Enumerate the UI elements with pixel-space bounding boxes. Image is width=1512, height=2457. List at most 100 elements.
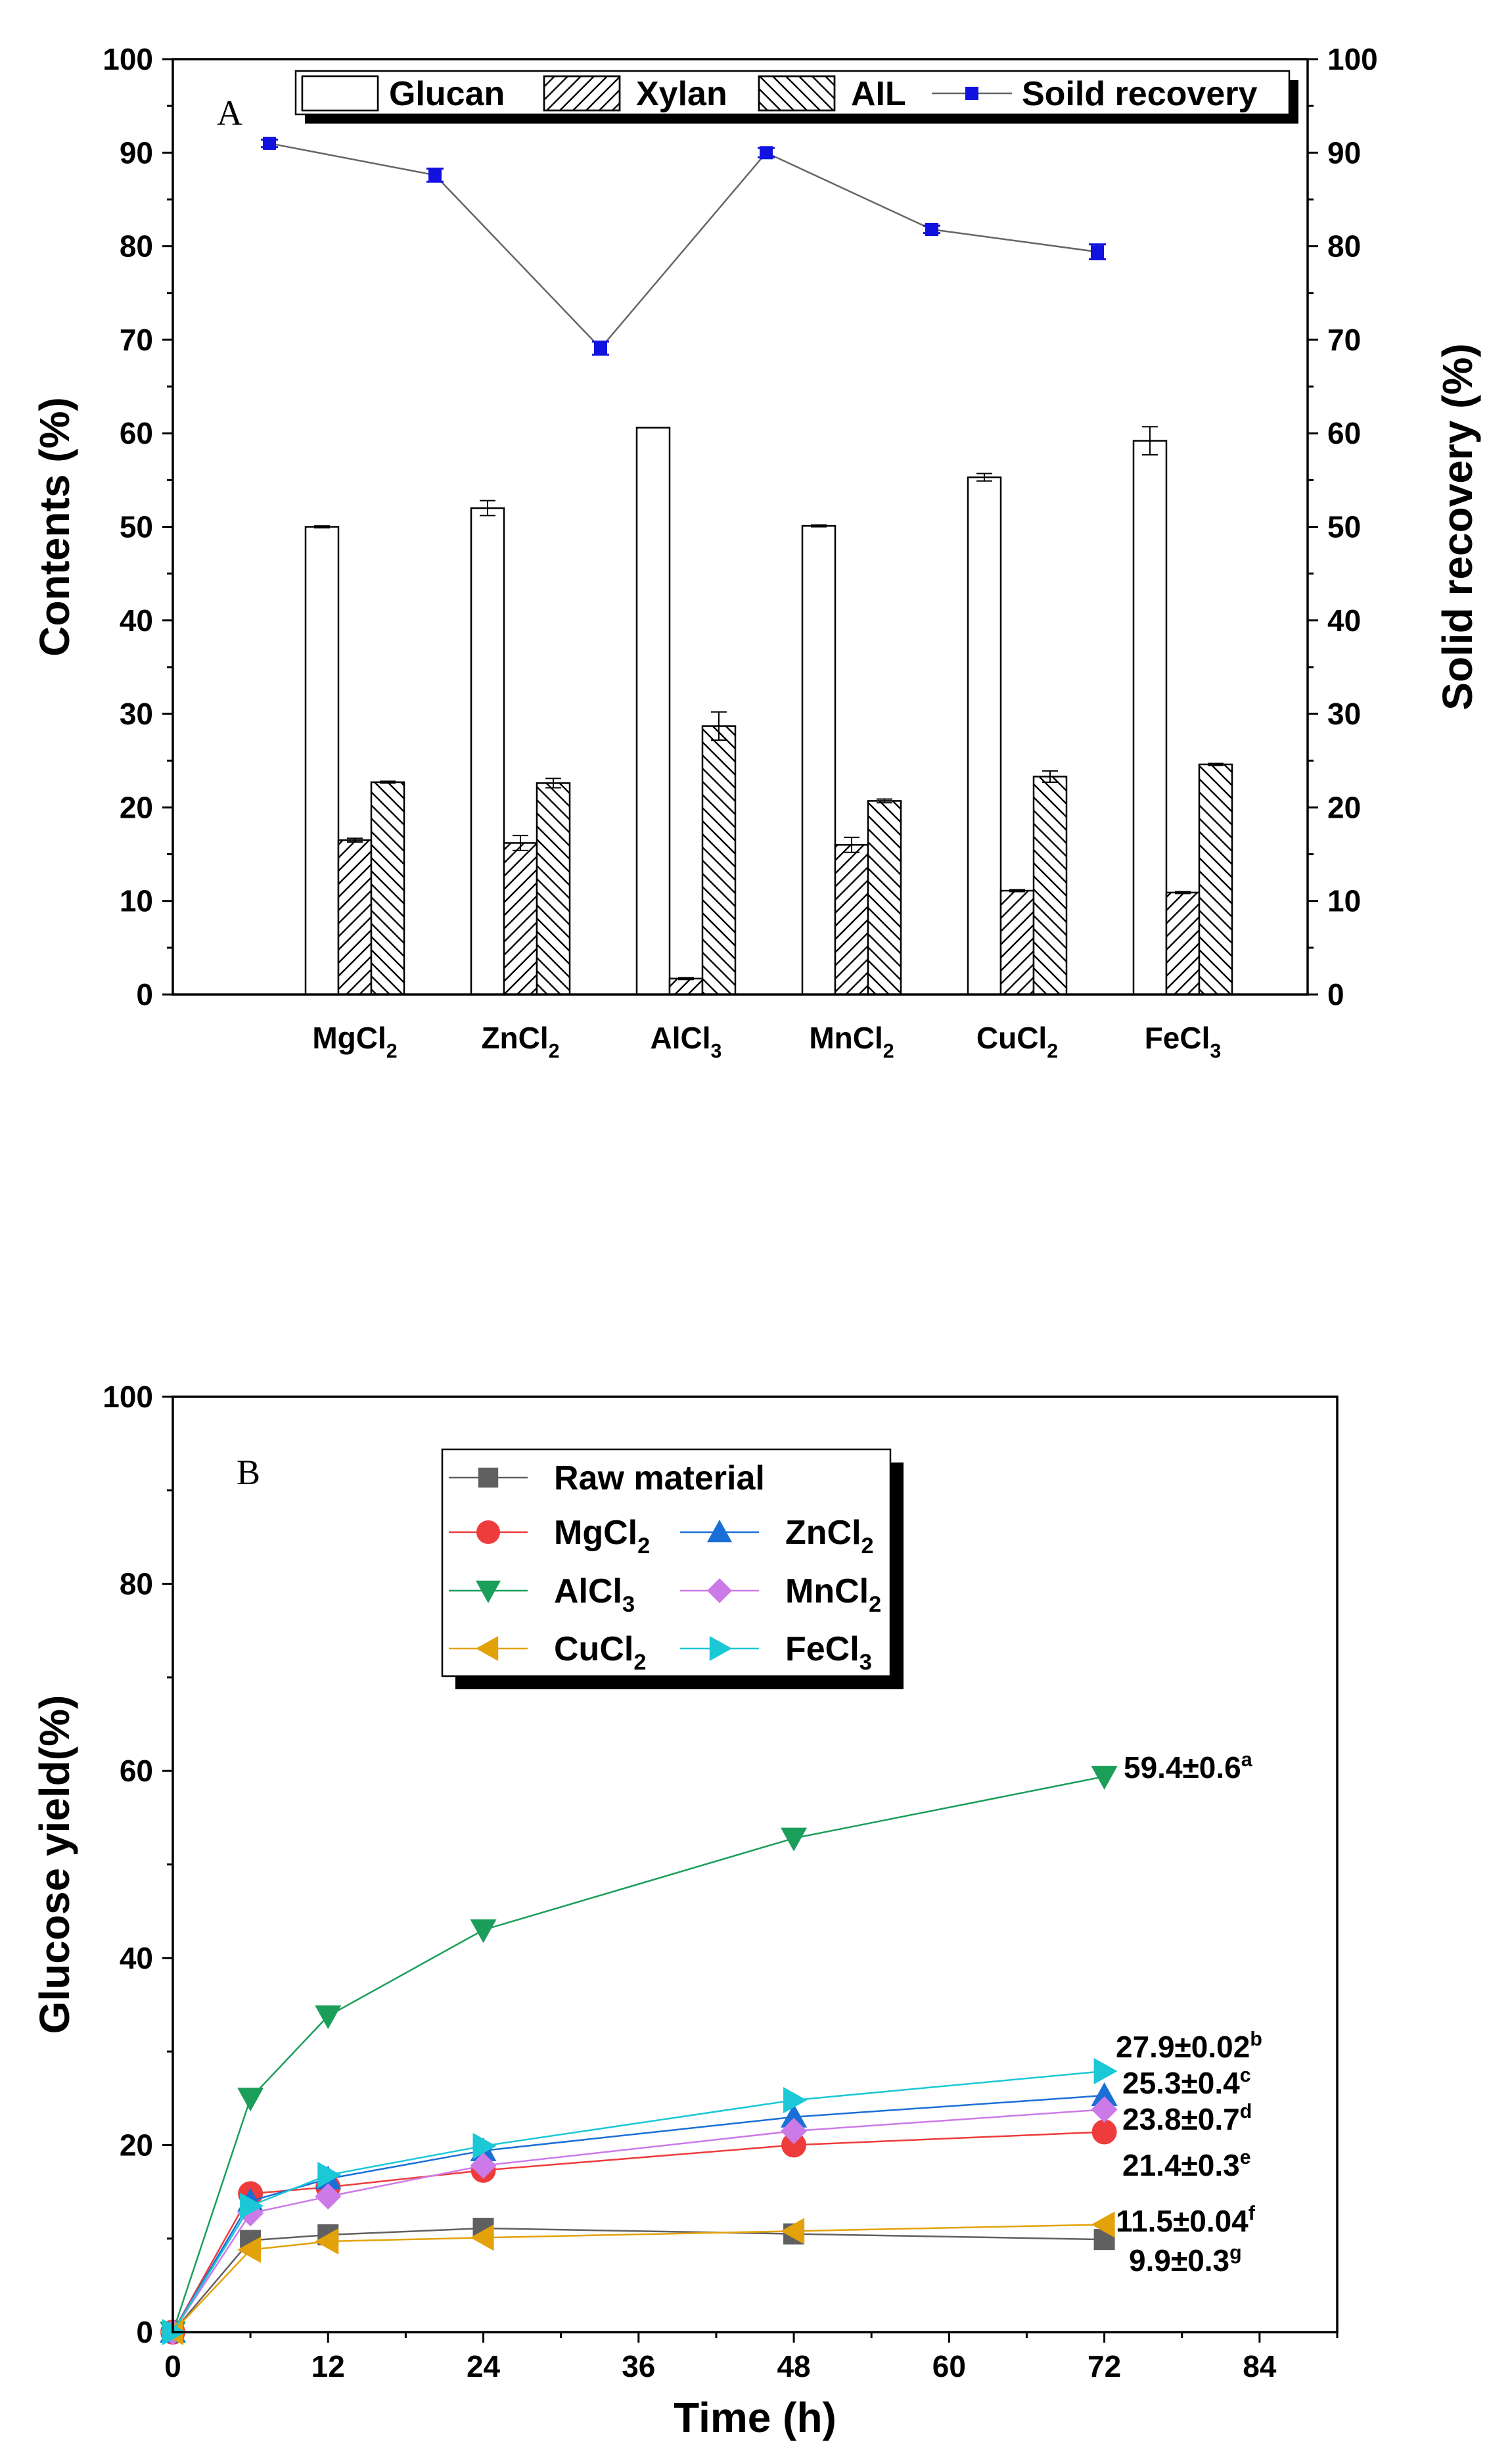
legend-marker-diamond — [707, 1578, 732, 1603]
series-marker-triangle-up — [1091, 2082, 1118, 2106]
legend-label: MgCl2 — [554, 1514, 650, 1558]
series-marker-triangle-up — [781, 2103, 808, 2128]
series-marker-circle — [1091, 2119, 1117, 2145]
legend-label-text: CuCl — [554, 1630, 633, 1668]
series-marker-triangle-down — [237, 2088, 264, 2112]
legend-label: MnCl2 — [785, 1572, 881, 1617]
right-y-tick-label: 60 — [1327, 416, 1361, 450]
series-marker-diamond — [781, 2118, 808, 2145]
series-marker-triangle-down — [1091, 1766, 1118, 1790]
right-y-tick-label: 20 — [1327, 790, 1361, 824]
legend-label-sub: 2 — [861, 1533, 874, 1558]
bar-xylan — [668, 977, 704, 996]
left-y-tick-label: 80 — [120, 229, 153, 264]
legend-label: FeCl3 — [785, 1630, 872, 1675]
right-y-tick-label: 10 — [1327, 884, 1361, 918]
left-y-axis-label: Contents (%) — [31, 397, 78, 657]
series-marker-triangle-right — [240, 2192, 264, 2219]
series-line — [172, 2094, 1105, 2333]
end-value-annotation-text: 25.3±0.4 — [1122, 2066, 1240, 2100]
series-marker-triangle-left — [1091, 2211, 1115, 2238]
x-category-label: ZnCl2 — [481, 1021, 559, 1062]
plot-frame-b — [172, 1395, 1339, 2333]
legend-label-sub: 2 — [637, 1533, 650, 1558]
end-value-annotation-text: 11.5±0.04 — [1116, 2204, 1249, 2238]
left-y-tick-label: 50 — [120, 510, 153, 544]
left-y-tick-label: 30 — [120, 697, 153, 731]
legend-swatch-glucan — [301, 75, 379, 112]
x-tick-label: 72 — [1088, 2349, 1121, 2383]
series-marker-triangle-right — [317, 2161, 342, 2188]
right-y-axis-label: Solid recovery (%) — [1434, 343, 1481, 710]
end-value-annotation-sup: b — [1250, 2028, 1262, 2050]
legend-label: Xylan — [636, 75, 727, 113]
bar-glucan — [635, 427, 671, 996]
left-y-tick-label: 90 — [120, 135, 153, 170]
panel-label-a: A — [217, 93, 242, 133]
end-value-annotation-text: 59.4±0.6 — [1124, 1750, 1241, 1785]
series-line — [172, 2224, 1105, 2333]
x-category-label: CuCl2 — [976, 1021, 1058, 1062]
series-marker-circle — [781, 2132, 807, 2158]
panel-b-chart: 0 20 40 60 80 100 0 12 24 36 48 60 72 84 Time (h) Gluco… — [31, 1380, 1339, 2441]
end-value-annotation-sup: c — [1240, 2065, 1251, 2086]
x-tick-label: 48 — [777, 2349, 810, 2383]
right-y-tick-label: 50 — [1327, 510, 1361, 544]
series-marker-triangle-down — [315, 2005, 342, 2030]
solid-recovery-point — [594, 341, 607, 355]
right-y-tick-label: 30 — [1327, 697, 1361, 731]
right-y-tick-label: 40 — [1327, 603, 1361, 638]
x-category-label-sub: 2 — [549, 1041, 560, 1062]
x-tick-label: 84 — [1243, 2349, 1277, 2383]
x-tick-label: 60 — [932, 2349, 966, 2383]
end-value-annotation-text: 27.9±0.02 — [1116, 2030, 1250, 2064]
solid-recovery-line — [269, 142, 1098, 350]
x-category-label-text: MnCl — [809, 1021, 882, 1055]
bar-ail — [1198, 763, 1233, 996]
y-tick-label: 100 — [103, 1380, 153, 1414]
solid-recovery-point — [925, 222, 938, 236]
legend-marker-square — [478, 1467, 499, 1488]
bar-glucan — [304, 526, 340, 996]
end-value-annotation: 59.4±0.6a — [1124, 1749, 1253, 1785]
right-y-tick-label: 100 — [1327, 42, 1378, 76]
left-y-tick-label: 100 — [103, 42, 153, 76]
plot-frame-a — [172, 58, 1309, 996]
legend-box — [441, 1448, 892, 1677]
x-category-label-sub: 3 — [711, 1041, 722, 1062]
series-line — [172, 2131, 1105, 2333]
legend-label-sub: 2 — [869, 1592, 881, 1617]
end-value-annotation: 9.9±0.3g — [1129, 2242, 1242, 2278]
series-line — [172, 2227, 1105, 2333]
legend-label-text: AlCl — [554, 1572, 622, 1610]
series-marker-triangle-left — [237, 2236, 262, 2263]
legend-label-text: Raw material — [554, 1459, 765, 1497]
bar-xylan — [503, 842, 538, 996]
end-value-annotation-sup: a — [1241, 1749, 1253, 1771]
left-y-tick-label: 70 — [120, 323, 153, 357]
legend-marker-triangle-right — [709, 1636, 732, 1661]
end-value-annotation-sup: g — [1229, 2242, 1242, 2264]
end-value-annotation-sup: f — [1249, 2203, 1256, 2224]
series-line — [172, 2109, 1105, 2333]
legend-label-text: FeCl — [785, 1630, 859, 1668]
x-category-label: FeCl3 — [1145, 1021, 1222, 1062]
x-tick-label: 36 — [622, 2349, 655, 2383]
legend-swatch-ail — [758, 75, 836, 112]
legend-label-sub: 2 — [633, 1650, 646, 1675]
end-value-annotation-text: 21.4±0.3 — [1122, 2148, 1240, 2182]
x-category-label-text: AlCl — [651, 1021, 711, 1055]
solid-recovery-point — [1091, 245, 1104, 259]
y-tick-label: 0 — [136, 2315, 153, 2349]
bar-ail — [701, 725, 737, 996]
right-y-tick-label: 80 — [1327, 229, 1361, 264]
series-marker-triangle-down — [470, 1919, 497, 1944]
series-marker-diamond — [470, 2152, 497, 2179]
bar-glucan — [470, 507, 505, 996]
end-value-annotation-text: 23.8±0.7 — [1122, 2102, 1240, 2136]
series-marker-triangle-left — [315, 2228, 339, 2255]
bar-ail — [867, 800, 902, 996]
x-category-label-text: CuCl — [976, 1021, 1047, 1055]
bar-xylan — [999, 889, 1035, 996]
